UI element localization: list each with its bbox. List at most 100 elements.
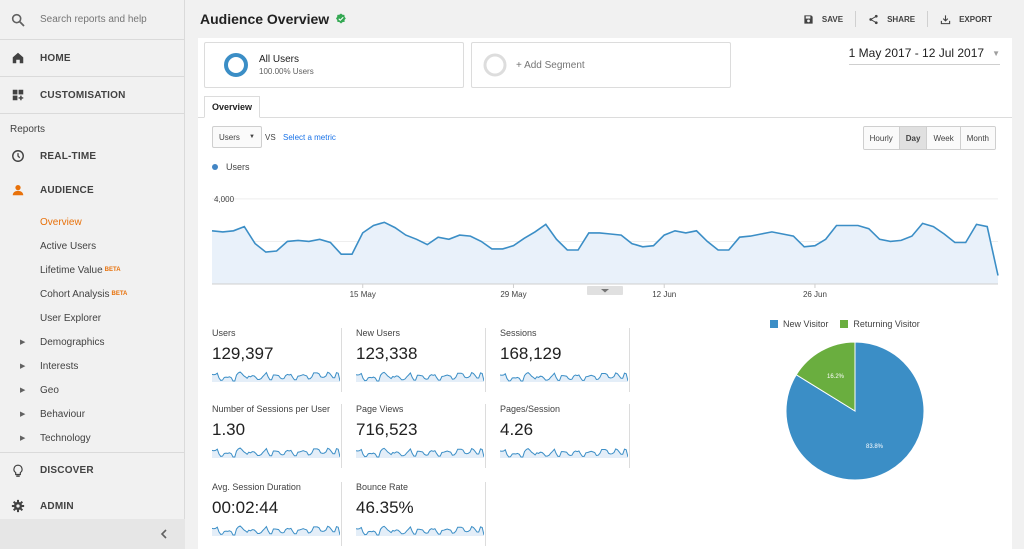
share-label: SHARE <box>887 14 916 24</box>
date-range-picker[interactable]: 1 May 2017 - 12 Jul 2017 ▼ <box>848 46 1000 65</box>
main-panel: All Users 100.00% Users + Add Segment 1 … <box>198 38 1012 549</box>
sidebar-group-technology[interactable]: ▶ Technology <box>0 426 184 450</box>
scorecard-value: 168,129 <box>500 344 562 363</box>
expand-arrow-icon: ▶ <box>20 387 26 394</box>
sidebar-item-user-explorer[interactable]: User Explorer <box>0 306 184 330</box>
scorecard[interactable]: Avg. Session Duration 00:02:44 <box>212 482 342 546</box>
scorecard[interactable]: Pages/Session 4.26 <box>500 404 630 468</box>
scorecard[interactable]: Page Views 716,523 <box>356 404 486 468</box>
add-segment-button[interactable]: + Add Segment <box>471 42 731 88</box>
sidebar-group-label: Geo <box>40 384 59 396</box>
scorecard-value: 46.35% <box>356 498 414 517</box>
scorecard[interactable]: Sessions 168,129 <box>500 328 630 392</box>
nav-home[interactable]: HOME <box>0 40 184 77</box>
tab-overview[interactable]: Overview <box>204 96 261 118</box>
scorecard-label: New Users <box>356 328 401 338</box>
nav-discover-label: DISCOVER <box>40 465 94 476</box>
granularity-week-button[interactable]: Week <box>927 127 961 149</box>
sparkline <box>212 525 340 536</box>
sparkline-area <box>356 448 484 458</box>
search-bar[interactable] <box>0 0 184 40</box>
customisation-icon <box>10 87 26 103</box>
clock-icon <box>10 148 26 164</box>
nav-realtime[interactable]: REAL-TIME <box>0 142 184 170</box>
segment-subtitle: 100.00% Users <box>259 67 314 76</box>
share-button[interactable]: SHARE <box>856 14 927 25</box>
scorecard-label: Avg. Session Duration <box>212 482 301 492</box>
chart-legend: Users <box>212 162 250 172</box>
scorecard[interactable]: Users 129,397 <box>212 328 342 392</box>
sparkline <box>356 525 484 536</box>
sidebar-group-geo[interactable]: ▶ Geo <box>0 378 184 402</box>
gear-icon <box>10 498 26 514</box>
nav-admin-label: ADMIN <box>40 500 74 512</box>
sparkline-line <box>500 448 628 458</box>
scorecard[interactable]: Number of Sessions per User 1.30 <box>212 404 342 468</box>
scorecard-value: 129,397 <box>212 344 274 363</box>
sidebar-group-label: Interests <box>40 360 79 372</box>
sidebar-group-demographics[interactable]: ▶ Demographics <box>0 330 184 354</box>
share-icon <box>869 14 878 24</box>
sidebar-group-interests[interactable]: ▶ Interests <box>0 354 184 378</box>
scorecard-value: 1.30 <box>212 420 246 439</box>
sparkline <box>212 447 340 458</box>
granularity-month-button[interactable]: Month <box>960 127 995 149</box>
segment-all-users[interactable]: All Users 100.00% Users <box>204 42 464 88</box>
segment-ring-icon <box>224 53 248 77</box>
beta-badge: BETA <box>104 267 121 273</box>
sidebar-item-active-users[interactable]: Active Users <box>0 234 184 258</box>
nav-audience[interactable]: AUDIENCE <box>0 170 184 210</box>
sparkline-line <box>356 525 484 536</box>
lightbulb-icon <box>10 463 26 479</box>
metric-dropdown-value: Users <box>219 132 240 142</box>
export-label: EXPORT <box>959 14 992 24</box>
sparkline-area <box>356 372 484 382</box>
date-range-label: 1 May 2017 - 12 Jul 2017 <box>848 46 985 60</box>
chevron-down-icon: ▼ <box>249 134 255 140</box>
sparkline <box>500 372 628 382</box>
scorecard-label: Page Views <box>356 404 404 414</box>
divider <box>927 11 929 27</box>
collapse-sidebar-button[interactable] <box>0 519 185 549</box>
add-segment-label: + Add Segment <box>516 59 585 71</box>
sidebar-item-cohort-analysis[interactable]: Cohort Analysis BETA <box>0 282 184 306</box>
chart-scroll-handle[interactable] <box>587 286 623 295</box>
sidebar-item-label: Overview <box>40 216 82 228</box>
nav-customisation[interactable]: CUSTOMISATION <box>0 77 184 114</box>
pie-slice-label: 16.2% <box>827 374 845 380</box>
sidebar-item-lifetime-value[interactable]: Lifetime Value BETA <box>0 258 184 282</box>
new-visitor-swatch <box>770 320 778 328</box>
vs-label: VS <box>265 133 276 142</box>
granularity-hourly-button[interactable]: Hourly <box>863 127 900 149</box>
pie-slice-returning-visitor[interactable] <box>795 341 856 412</box>
page-title: Audience Overview <box>200 11 330 27</box>
scorecard[interactable]: New Users 123,338 <box>356 328 486 392</box>
sparkline-area <box>356 526 484 536</box>
scorecard-label: Sessions <box>500 328 537 338</box>
select-metric-link[interactable]: Select a metric <box>283 133 336 142</box>
metric-dropdown[interactable]: Users ▼ <box>212 126 262 148</box>
nav-admin[interactable]: ADMIN <box>0 488 184 524</box>
sidebar-item-overview[interactable]: Overview <box>0 210 184 234</box>
search-input[interactable] <box>40 14 180 25</box>
save-button[interactable]: SAVE <box>791 14 855 25</box>
header-actions: SAVE SHARE EXPORT <box>791 0 1004 38</box>
nav-discover[interactable]: DISCOVER <box>0 452 184 488</box>
sidebar-group-behaviour[interactable]: ▶ Behaviour <box>0 402 184 426</box>
x-tick-label: 26 Jun <box>803 290 827 299</box>
sidebar-item-label: Active Users <box>40 240 97 252</box>
save-icon <box>804 14 813 24</box>
nav-audience-label: AUDIENCE <box>40 184 94 196</box>
granularity-day-button[interactable]: Day <box>899 127 928 149</box>
export-button[interactable]: EXPORT <box>928 14 1004 25</box>
search-icon <box>11 13 25 27</box>
scorecard[interactable]: Bounce Rate 46.35% <box>356 482 486 546</box>
verified-check-icon <box>336 13 346 24</box>
expand-arrow-icon: ▶ <box>20 435 26 442</box>
tab-bar: Overview <box>198 96 1012 118</box>
pie-slice-label: 83.8% <box>866 444 884 450</box>
empty-segment-ring-icon <box>483 53 507 77</box>
reports-section-label: Reports <box>10 124 46 135</box>
